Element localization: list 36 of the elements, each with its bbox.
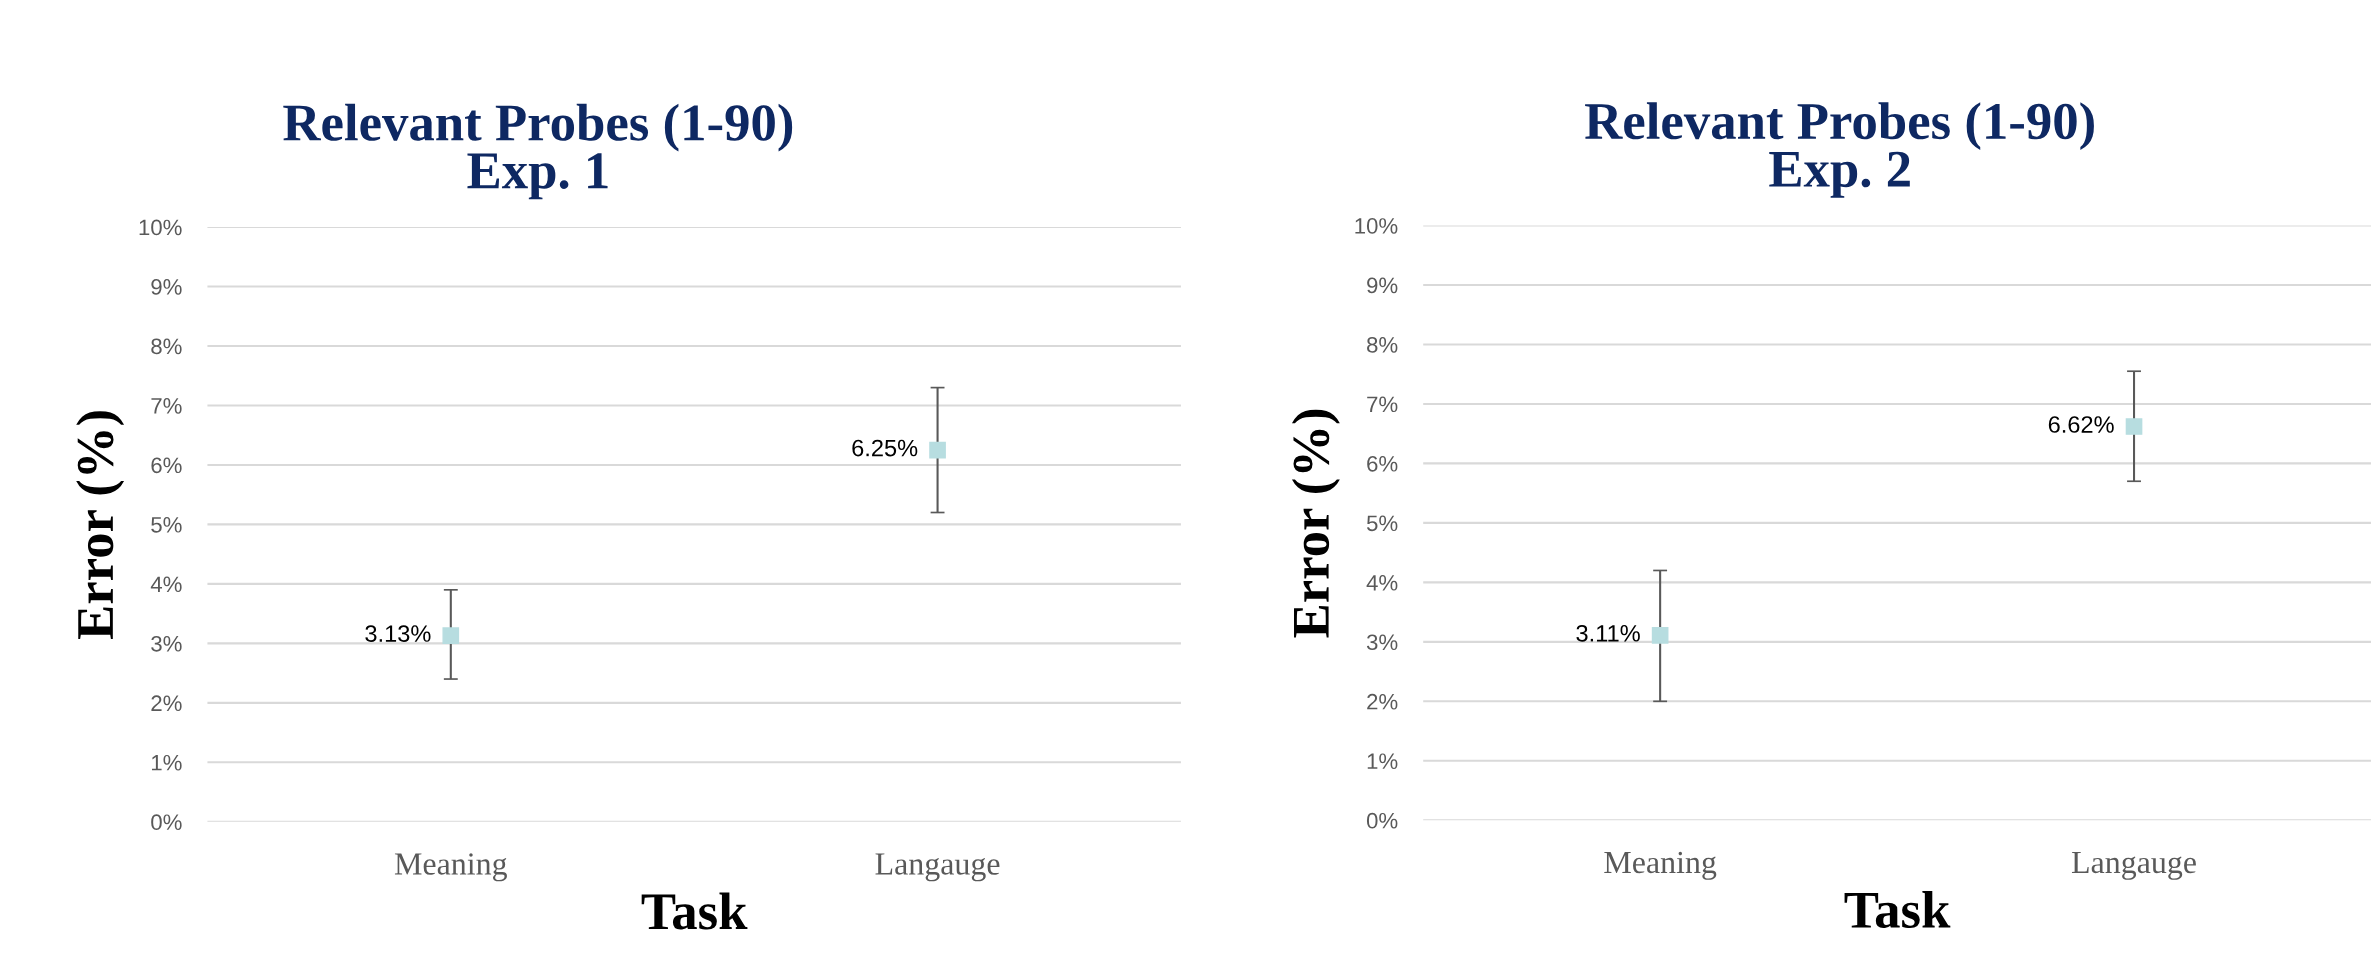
- x-tick-label: Meaning: [394, 853, 507, 882]
- y-axis-title: Error (%): [1291, 409, 1340, 638]
- x-tick-label: Langauge: [875, 853, 1000, 882]
- y-tick-label: 1%: [1367, 753, 1398, 769]
- y-tick-label: 2%: [1367, 693, 1398, 710]
- y-tick-label: 8%: [1367, 336, 1398, 353]
- chart-title: Relevant Probes (1-90) Exp. 2: [1585, 102, 2094, 198]
- y-tick-label: 3%: [151, 635, 182, 652]
- y-tick-label: 7%: [1367, 396, 1398, 413]
- x-axis-title: Task: [641, 892, 748, 930]
- y-tick-label: 5%: [1366, 515, 1398, 532]
- y-tick-label: 3%: [1366, 634, 1398, 651]
- y-tick-label: 2%: [151, 695, 182, 712]
- y-tick-label: 9%: [151, 279, 182, 295]
- y-tick-label: 4%: [150, 576, 182, 593]
- data-label: 6.62%: [2048, 416, 2114, 433]
- x-axis-title: Task: [1844, 890, 1951, 929]
- y-axis-title: Error (%): [76, 411, 125, 640]
- y-tick-label: 1%: [152, 754, 182, 771]
- y-tick-label: 6%: [151, 457, 182, 474]
- data-label: 3.13%: [365, 625, 431, 642]
- y-tick-label: 0%: [151, 814, 182, 831]
- y-tick-label: 4%: [1366, 575, 1398, 591]
- chart-title: Relevant Probes (1-90) Exp. 1: [283, 103, 793, 200]
- y-tick-label: 7%: [151, 398, 182, 414]
- y-tick-label: 0%: [1366, 812, 1398, 829]
- data-label: 3.11%: [1576, 624, 1640, 642]
- y-tick-label: 10%: [139, 219, 182, 236]
- x-tick-label: Langauge: [2071, 851, 2196, 880]
- y-tick-label: 10%: [1355, 218, 1398, 234]
- data-label: 6.25%: [852, 439, 918, 457]
- y-tick-label: 8%: [151, 338, 182, 355]
- y-tick-label: 5%: [151, 517, 182, 533]
- y-tick-label: 9%: [1367, 277, 1398, 294]
- y-tick-label: 6%: [1367, 455, 1398, 472]
- x-tick-label: Meaning: [1604, 851, 1717, 880]
